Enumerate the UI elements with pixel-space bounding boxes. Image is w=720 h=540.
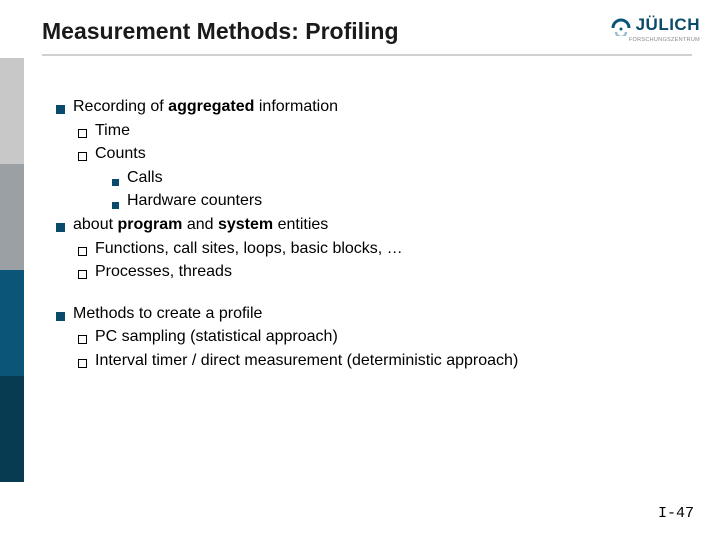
hollow-square-icon [78, 359, 87, 368]
hollow-square-icon [78, 129, 87, 138]
small-square-icon [112, 202, 119, 209]
hollow-square-icon [78, 270, 87, 279]
subbullet-text: Processes, threads [95, 261, 232, 283]
text-span: and [182, 216, 218, 233]
square-bullet-icon [56, 223, 65, 232]
page-title: Measurement Methods: Profiling [42, 18, 399, 45]
subbullet-counts: Counts [78, 143, 690, 165]
bullet-about-entities: about program and system entities [56, 214, 690, 236]
bullet-text: about program and system entities [73, 214, 328, 236]
text-bold: program [117, 216, 182, 233]
subsub-text: Hardware counters [127, 190, 262, 212]
julich-logo-icon [610, 14, 632, 36]
title-underline [42, 54, 692, 56]
subsub-text: Calls [127, 167, 163, 189]
hollow-square-icon [78, 152, 87, 161]
subbullet-functions: Functions, call sites, loops, basic bloc… [78, 238, 690, 260]
text-span: entities [273, 216, 328, 233]
subbullet-pcsampling: PC sampling (statistical approach) [78, 326, 690, 348]
text-span: about [73, 216, 117, 233]
sidebar-seg-2 [0, 164, 24, 270]
left-accent-bar [0, 58, 24, 482]
subsubbullet-calls: Calls [112, 167, 690, 189]
bullet-recording: Recording of aggregated information [56, 96, 690, 118]
hollow-square-icon [78, 335, 87, 344]
square-bullet-icon [56, 105, 65, 114]
bullet-text: Methods to create a profile [73, 303, 262, 325]
text-span: information [254, 98, 338, 115]
subsubbullet-hwcounters: Hardware counters [112, 190, 690, 212]
logo-text: JÜLICH [636, 15, 700, 35]
text-bold: system [218, 216, 273, 233]
sidebar-seg-4 [0, 376, 24, 482]
bullet-text: Recording of aggregated information [73, 96, 338, 118]
header: Measurement Methods: Profiling JÜLICH FO… [42, 18, 700, 45]
page-number: I-47 [658, 505, 694, 522]
subbullet-text: Time [95, 120, 130, 142]
sidebar-seg-3 [0, 270, 24, 376]
subbullet-processes: Processes, threads [78, 261, 690, 283]
bullet-methods: Methods to create a profile [56, 303, 690, 325]
small-square-icon [112, 179, 119, 186]
subbullet-text: Interval timer / direct measurement (det… [95, 350, 518, 372]
slide-content: Recording of aggregated information Time… [56, 96, 690, 374]
logo: JÜLICH FORSCHUNGSZENTRUM [610, 14, 700, 43]
square-bullet-icon [56, 312, 65, 321]
text-bold: aggregated [168, 98, 254, 115]
subbullet-time: Time [78, 120, 690, 142]
sidebar-seg-1 [0, 58, 24, 164]
text-span: Recording of [73, 98, 168, 115]
logo-subtext: FORSCHUNGSZENTRUM [629, 37, 700, 43]
subbullet-text: Functions, call sites, loops, basic bloc… [95, 238, 403, 260]
subbullet-text: Counts [95, 143, 146, 165]
subbullet-text: PC sampling (statistical approach) [95, 326, 338, 348]
subbullet-intervaltimer: Interval timer / direct measurement (det… [78, 350, 690, 372]
hollow-square-icon [78, 247, 87, 256]
